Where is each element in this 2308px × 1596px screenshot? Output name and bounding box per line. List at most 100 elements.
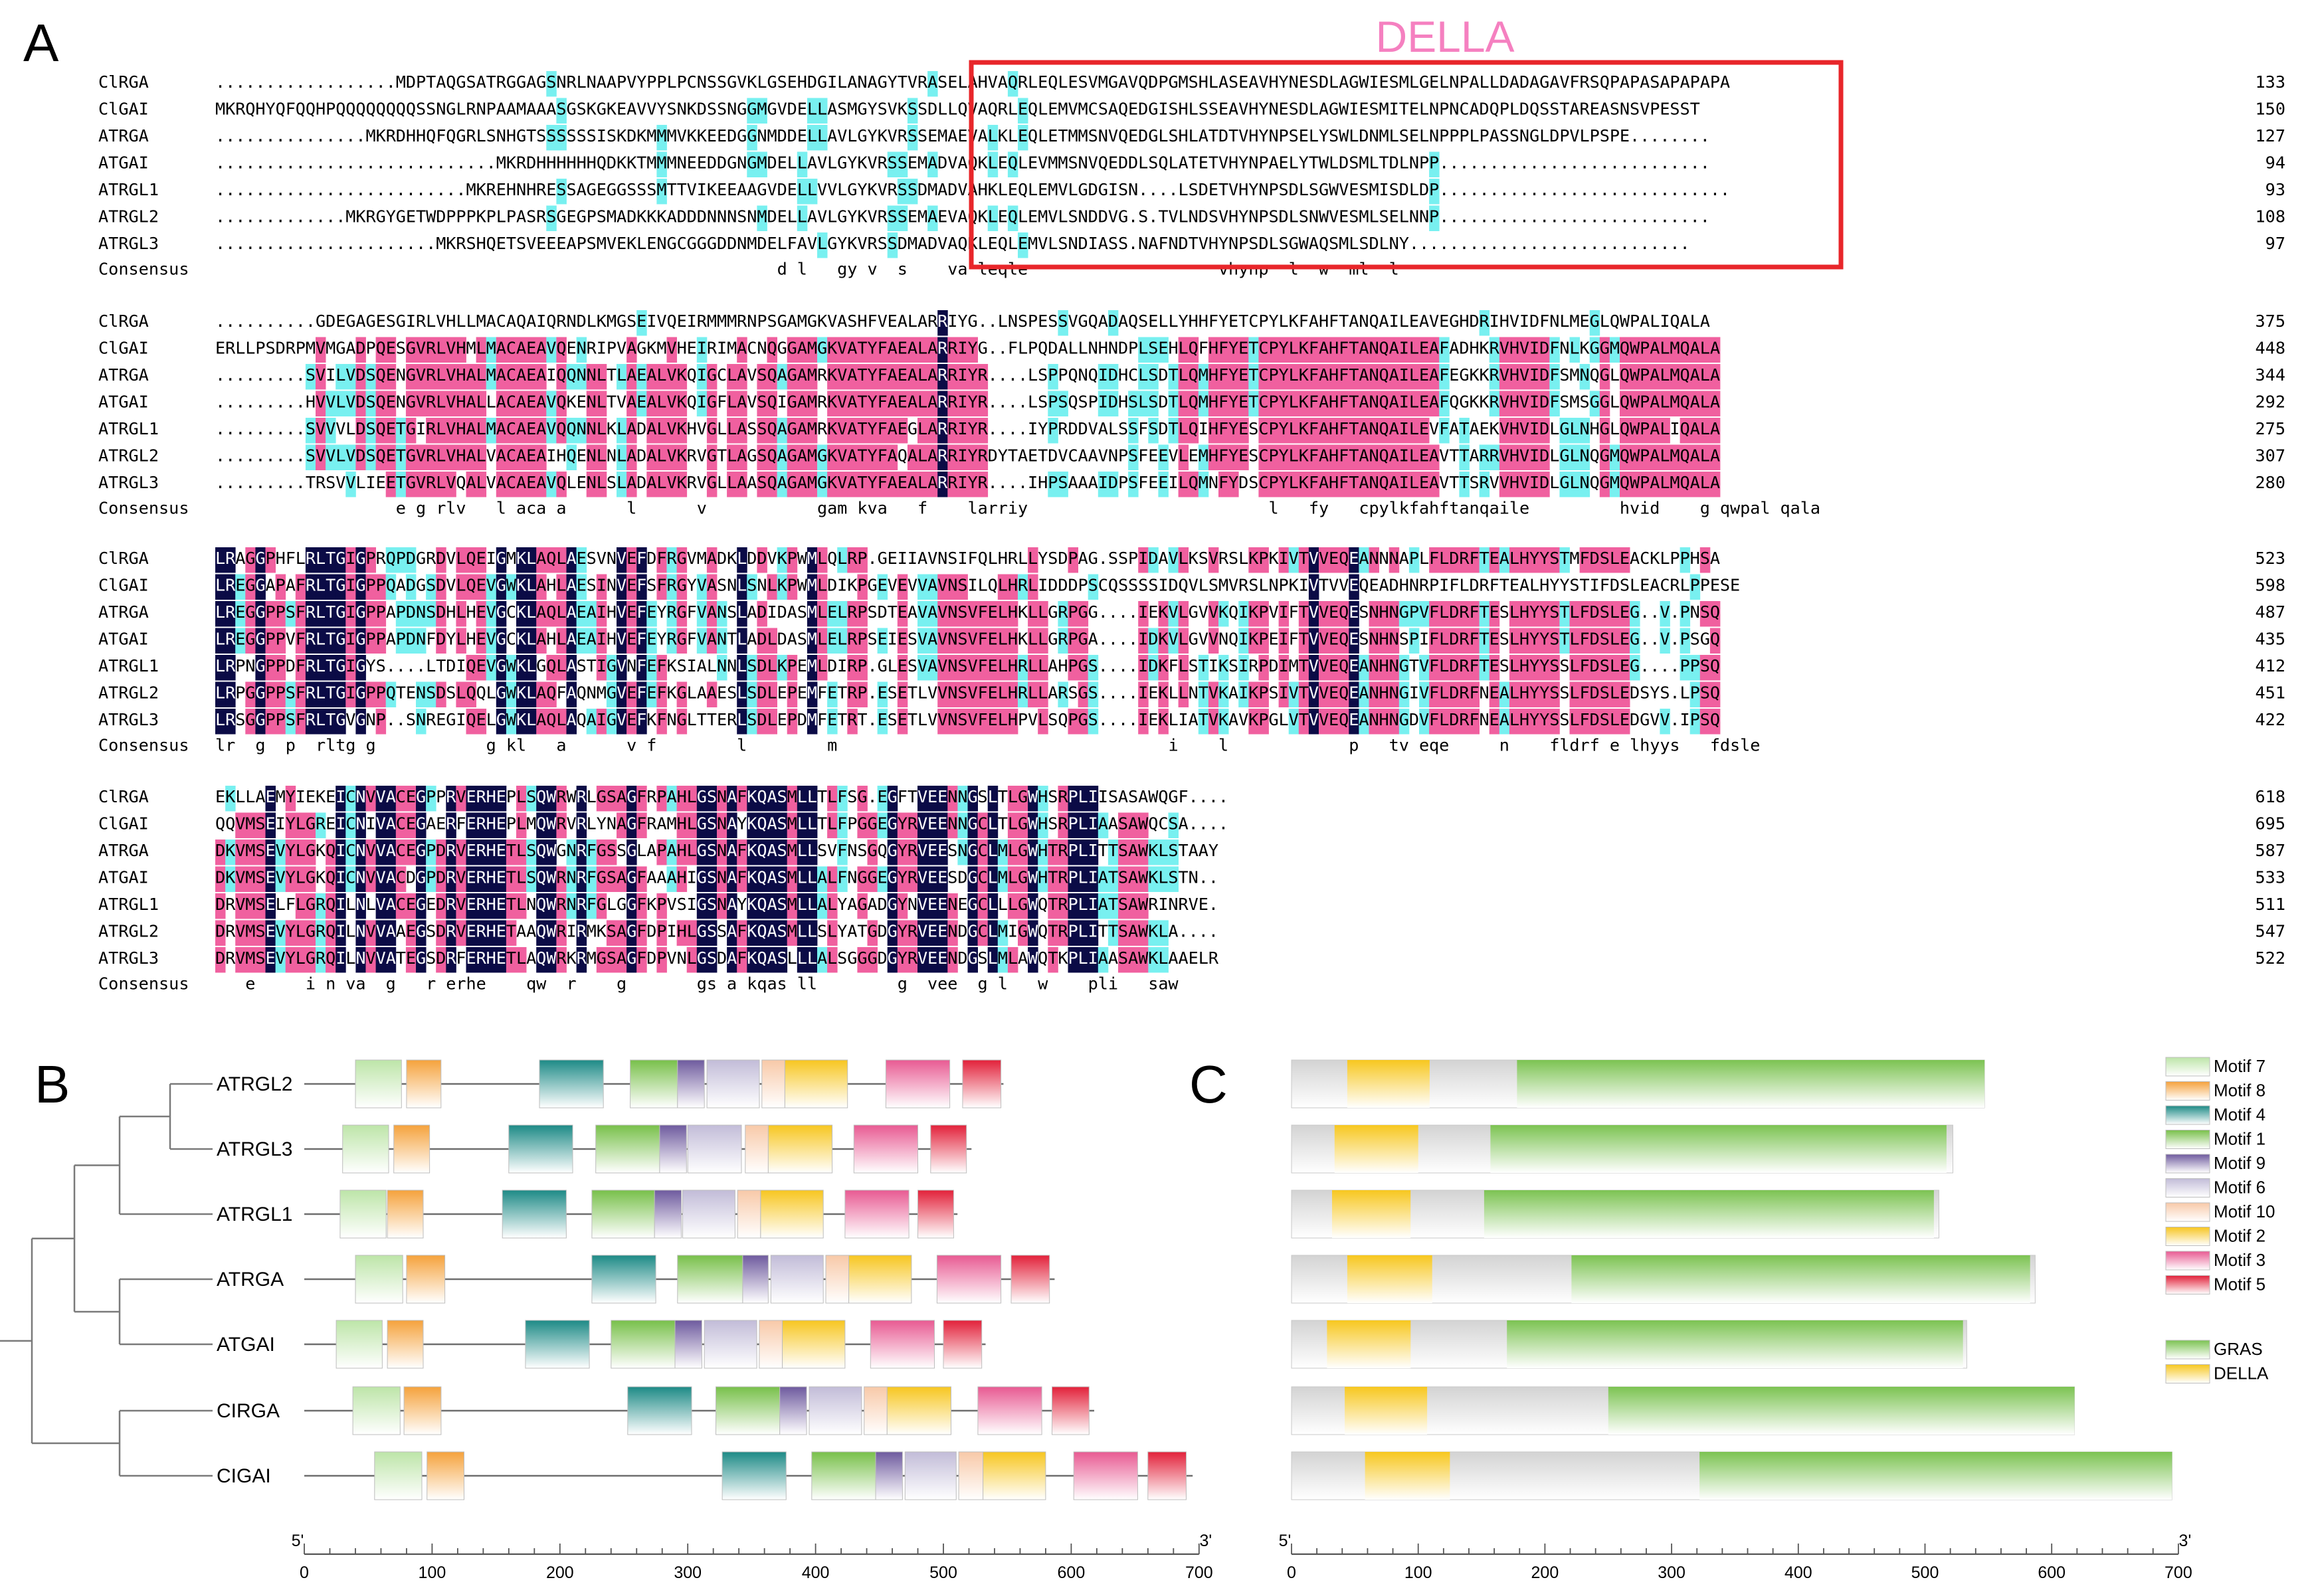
sequence-residues: .........................MKREHNHRESSAGEG… bbox=[215, 180, 1730, 199]
residue-shading bbox=[847, 391, 858, 416]
motif-box bbox=[844, 1190, 910, 1239]
motif-box bbox=[387, 1190, 424, 1239]
residue-shading bbox=[656, 364, 667, 390]
residue-shading bbox=[385, 391, 397, 416]
legend-label: Motif 8 bbox=[2214, 1081, 2265, 1101]
della-domain bbox=[1347, 1255, 1432, 1303]
residue-shading bbox=[787, 472, 798, 497]
residue-shading bbox=[345, 391, 356, 416]
residue-shading bbox=[355, 337, 366, 363]
residue-shading bbox=[797, 472, 808, 497]
residue-shading bbox=[787, 364, 798, 390]
legend-label: GRAS bbox=[2214, 1339, 2263, 1359]
residue-shading bbox=[326, 444, 336, 470]
residue-shading bbox=[737, 444, 747, 470]
residue-shading bbox=[536, 364, 547, 390]
della-domain-label: DELLA bbox=[1375, 12, 1514, 61]
sequence-end-position: 695 bbox=[2256, 814, 2286, 834]
sequence-name: ATRGL2 bbox=[98, 922, 159, 941]
residue-shading bbox=[827, 444, 838, 470]
residue-shading bbox=[426, 444, 436, 470]
motif-track bbox=[304, 1190, 958, 1239]
residue-shading bbox=[847, 444, 858, 470]
residue-shading bbox=[305, 364, 316, 390]
axis-tick-label: 600 bbox=[1058, 1563, 1086, 1582]
residue-shading bbox=[576, 337, 587, 363]
residue-shading bbox=[546, 472, 557, 497]
residue-shading bbox=[446, 444, 456, 470]
residue-shading bbox=[375, 444, 387, 470]
residue-shading bbox=[887, 232, 898, 258]
residue-shading bbox=[326, 391, 336, 416]
gras-domain bbox=[1484, 1190, 1934, 1238]
residue-shading bbox=[706, 444, 718, 470]
residue-shading bbox=[626, 364, 637, 390]
residue-shading bbox=[426, 418, 436, 444]
sequence-end-position: 522 bbox=[2256, 948, 2286, 968]
della-domain bbox=[1365, 1452, 1450, 1500]
residue-shading bbox=[596, 444, 607, 470]
residue-shading bbox=[757, 205, 767, 231]
residue-shading bbox=[1429, 151, 1440, 177]
residue-shading bbox=[375, 418, 387, 444]
residue-shading bbox=[847, 337, 858, 363]
axis-tick-label: 200 bbox=[1531, 1563, 1559, 1582]
residue-shading bbox=[586, 444, 597, 470]
sequence-name: ClGAI bbox=[98, 814, 149, 834]
residue-shading bbox=[316, 337, 326, 363]
residue-shading bbox=[305, 418, 316, 444]
residue-shading bbox=[405, 444, 417, 470]
legend-swatch bbox=[2165, 1202, 2210, 1222]
motif-track bbox=[304, 1451, 1193, 1500]
consensus-label: Consensus bbox=[98, 260, 189, 279]
multiple-sequence-alignment: ClRGA ..................MDPTAQGSATRGGAGSN… bbox=[98, 71, 2285, 994]
residue-shading bbox=[526, 337, 537, 363]
domain-track bbox=[1291, 1124, 1953, 1174]
motif-box bbox=[943, 1320, 983, 1369]
residue-shading bbox=[506, 391, 517, 416]
tree-leaf-label: CIRGA bbox=[217, 1400, 280, 1422]
residue-shading bbox=[787, 391, 798, 416]
motif-box bbox=[406, 1059, 442, 1108]
conservation-shading bbox=[546, 71, 1440, 258]
residue-shading bbox=[757, 364, 767, 390]
motif-legend: Motif 7 Motif 8 Motif 4 Motif 1 Motif 9 Motif… bbox=[2165, 1056, 2275, 1294]
residue-shading bbox=[897, 179, 908, 205]
sequence-name: ClRGA bbox=[98, 72, 149, 92]
motif-box bbox=[742, 1255, 769, 1304]
residue-shading bbox=[887, 151, 898, 177]
sequence-end-position: 127 bbox=[2256, 126, 2286, 145]
sequence-name: ATGAI bbox=[98, 153, 149, 173]
residue-shading bbox=[456, 337, 466, 363]
residue-shading bbox=[837, 444, 848, 470]
sequence-end-position: 375 bbox=[2256, 311, 2286, 331]
residue-shading bbox=[395, 444, 407, 470]
panel-a-letter: A bbox=[23, 13, 59, 72]
sequence-name: ATGAI bbox=[98, 630, 149, 649]
sequence-end-position: 533 bbox=[2256, 868, 2286, 887]
residue-shading bbox=[586, 472, 597, 497]
sequence-residues: LRPGGPPSFRLTGIGPPQTENSDSLQQLGWKLAQFAQNMG… bbox=[215, 683, 1720, 703]
tree-leaf-label: ATRGL1 bbox=[217, 1203, 292, 1225]
residue-shading bbox=[476, 472, 487, 497]
motif-box bbox=[917, 1190, 954, 1239]
residue-shading bbox=[807, 179, 818, 205]
residue-shading bbox=[496, 472, 507, 497]
residue-shading bbox=[797, 444, 808, 470]
axis-tick-label: 700 bbox=[2164, 1563, 2192, 1582]
motif-box bbox=[595, 1124, 660, 1174]
motif-box bbox=[784, 1059, 848, 1108]
motif-box bbox=[352, 1386, 401, 1435]
residue-shading bbox=[526, 472, 537, 497]
residue-shading bbox=[837, 418, 848, 444]
residue-shading bbox=[797, 337, 808, 363]
residue-shading bbox=[506, 364, 517, 390]
sequence-residues: MKRQHYQFQQHPQQQQQQQQSSNGLRNPAAMAAASGSKGK… bbox=[215, 100, 1700, 119]
residue-shading bbox=[666, 418, 677, 444]
axis-tick-label: 100 bbox=[1404, 1563, 1432, 1582]
sequence-residues: LREGGPPVFRLTGIGPPAPDNFDYLHEVGCKLAHLAEAIH… bbox=[215, 630, 1720, 649]
della-domain bbox=[1347, 1060, 1430, 1108]
motif-box bbox=[767, 1124, 833, 1174]
sequence-end-position: 511 bbox=[2256, 895, 2286, 914]
